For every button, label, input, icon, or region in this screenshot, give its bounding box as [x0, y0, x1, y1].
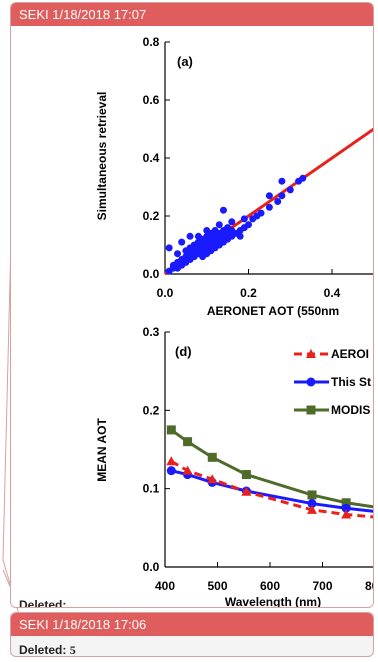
panel-label-a: (a)	[177, 54, 193, 69]
comment-card[interactable]: SEKI 1/18/2018 17:07 0.0 0.2 0.4 0.6 0.8 0.0 0…	[10, 2, 374, 608]
legend-marker	[306, 377, 316, 387]
x-tick-label: 0.0	[157, 286, 174, 300]
series-marker	[166, 456, 177, 466]
y-tick-label: 0.6	[143, 93, 160, 107]
y-tick-label: 0.2	[143, 209, 160, 223]
series-marker	[341, 498, 351, 508]
series-marker	[341, 509, 352, 519]
x-tick-label: 0.2	[240, 286, 257, 300]
chart-figure: 0.00.20.40.60.80.00.20.40.6(a)AERONET AO…	[95, 35, 373, 607]
data-point	[265, 192, 273, 200]
deleted-label: Deleted:	[19, 598, 67, 608]
y-axis-label: MEAN AOT	[95, 418, 109, 482]
data-point	[186, 232, 194, 240]
x-axis-label: Wavelength (nm)	[225, 595, 321, 607]
y-tick-label: 0.2	[143, 403, 160, 417]
series-marker	[341, 503, 351, 513]
data-point	[278, 192, 286, 200]
y-tick-label: 0.4	[143, 151, 160, 165]
comment-author: SEKI	[19, 617, 49, 632]
data-point	[274, 198, 282, 205]
deleted-line: Deleted: 5	[19, 643, 76, 657]
series-marker	[307, 490, 317, 500]
x-tick-label: 400	[155, 579, 175, 593]
series-marker	[307, 499, 317, 509]
data-point	[228, 218, 236, 226]
series-marker	[182, 465, 193, 475]
data-point	[240, 215, 248, 223]
y-tick-label: 0.1	[143, 482, 160, 496]
data-point	[236, 232, 244, 240]
legend-marker	[306, 349, 316, 358]
data-point	[203, 227, 211, 234]
data-point	[265, 203, 273, 211]
x-tick-label: 500	[207, 579, 227, 593]
series-marker	[307, 504, 317, 514]
legend-label: This St	[331, 375, 371, 389]
y-axis-label: Simultaneous retrieval	[95, 92, 109, 221]
deleted-figure: 0.00.20.40.60.80.00.20.40.6(a)AERONET AO…	[11, 26, 373, 607]
comment-header: SEKI 1/18/2018 17:06	[11, 613, 373, 636]
x-tick-label: 0.4	[324, 286, 341, 300]
comment-card[interactable]: SEKI 1/18/2018 17:06 Deleted: 5	[10, 612, 374, 657]
data-point	[178, 238, 186, 246]
series-marker	[166, 466, 176, 476]
deleted-line: Deleted:	[19, 598, 67, 608]
comment-author: SEKI	[19, 7, 49, 22]
x-tick-label: 800	[365, 579, 373, 593]
data-point	[165, 244, 173, 252]
comment-timestamp: 1/18/2018 17:06	[52, 617, 147, 632]
panel-label-d: (d)	[175, 344, 192, 359]
deleted-value: 5	[69, 643, 76, 657]
deleted-label: Deleted:	[19, 643, 67, 657]
data-point	[215, 221, 223, 229]
data-point	[219, 206, 227, 214]
x-tick-label: 600	[260, 579, 280, 593]
y-tick-label: 0.0	[143, 267, 160, 281]
legend-marker	[306, 405, 316, 415]
series-marker	[183, 437, 193, 447]
data-point	[299, 174, 307, 182]
legend-label: AEROI	[331, 347, 369, 361]
data-point	[194, 232, 202, 240]
series-marker	[166, 425, 176, 435]
x-tick-label: 700	[312, 579, 332, 593]
comment-header: SEKI 1/18/2018 17:07	[11, 3, 373, 26]
y-tick-label: 0.0	[143, 560, 160, 574]
series-marker	[241, 486, 252, 496]
series-marker	[207, 474, 218, 484]
legend-label: MODIS	[331, 403, 370, 417]
data-point	[174, 250, 182, 258]
data-point	[278, 177, 286, 185]
series-marker	[241, 470, 251, 480]
line-plot	[164, 331, 373, 568]
scatter-plot	[164, 41, 373, 276]
data-point	[286, 186, 294, 194]
data-point	[245, 221, 252, 229]
series-marker	[207, 452, 217, 462]
y-tick-label: 0.3	[143, 325, 160, 339]
data-point	[257, 209, 265, 217]
comment-timestamp: 1/18/2018 17:07	[52, 7, 147, 22]
y-tick-label: 0.8	[143, 35, 160, 49]
x-axis-label: AERONET AOT (550nm	[207, 304, 339, 318]
